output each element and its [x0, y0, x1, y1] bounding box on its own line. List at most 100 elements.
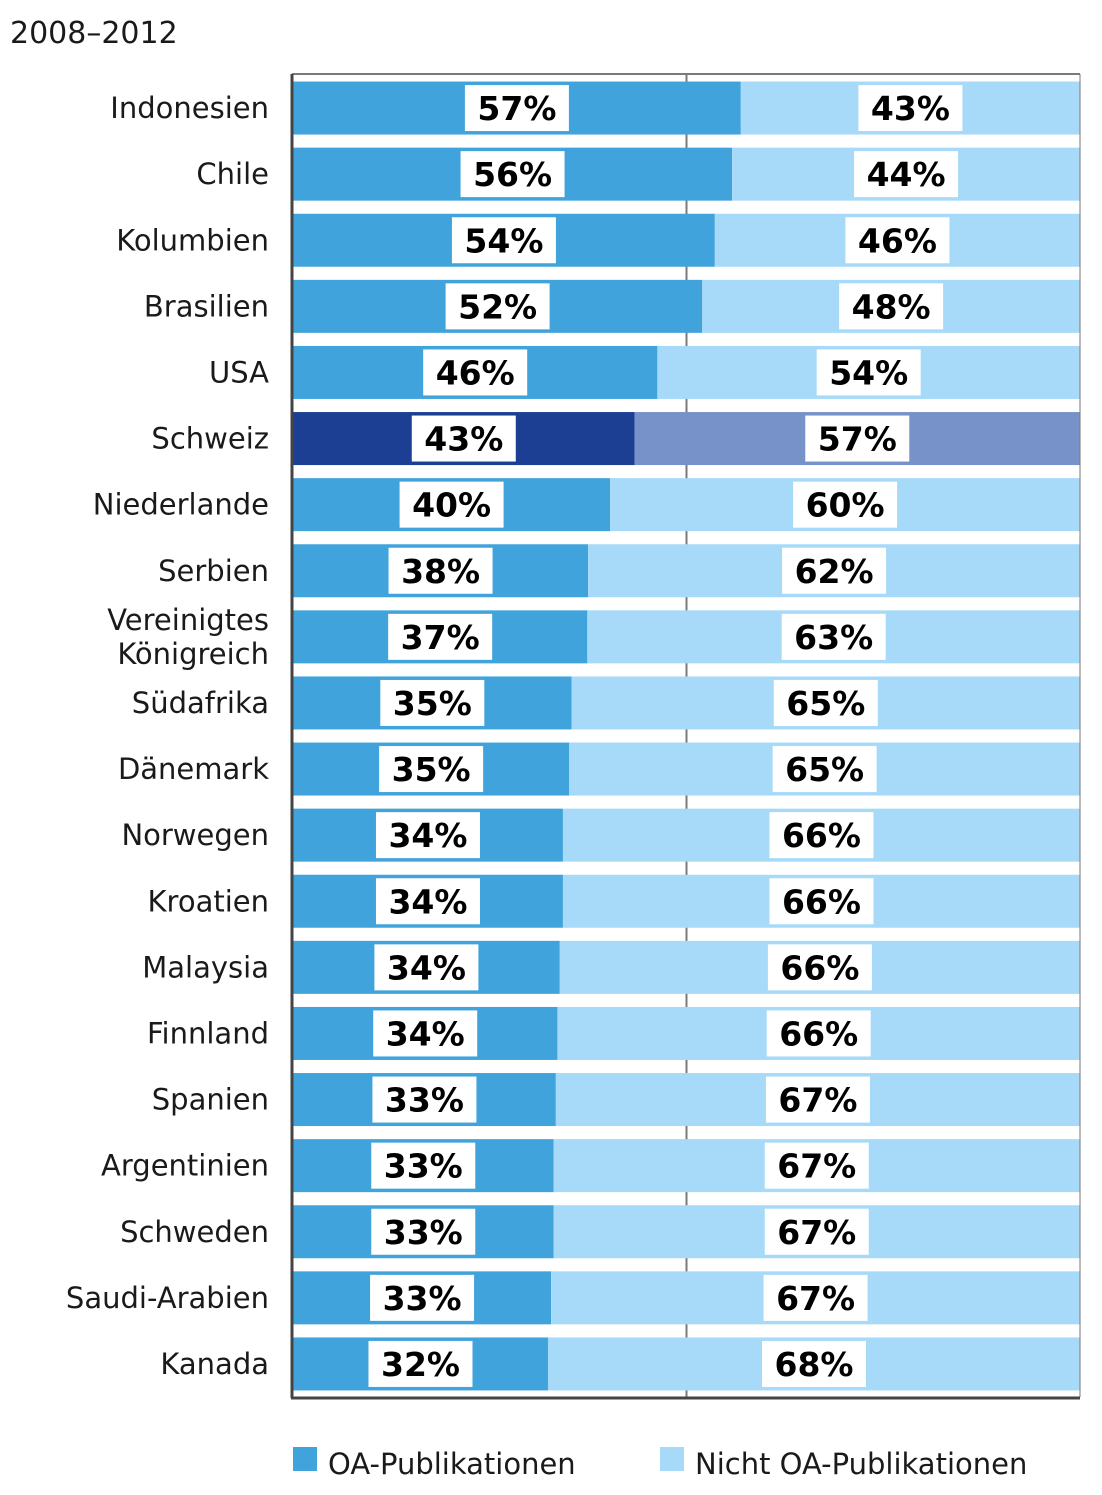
value-label-vereinigtes-koenigreich-0: 37% — [401, 618, 480, 657]
value-box-brasilien-1 — [839, 283, 944, 330]
value-label-spanien-1: 67% — [778, 1081, 857, 1120]
value-label-daenemark-0: 35% — [392, 750, 471, 789]
value-label-indonesien-0: 57% — [477, 89, 556, 128]
value-box-kanada-0 — [368, 1340, 473, 1387]
value-box-suedafrika-0 — [380, 679, 485, 726]
value-label-saudi-arabien-1: 67% — [776, 1279, 855, 1318]
value-box-daenemark-0 — [379, 746, 484, 793]
value-label-schweden-1: 67% — [777, 1213, 856, 1252]
legend: OA-Publikationen Nicht OA-Publikationen — [293, 1447, 1027, 1481]
value-label-chile-1: 44% — [867, 155, 946, 194]
category-label-suedafrika: Südafrika — [132, 686, 269, 720]
category-label-argentinien: Argentinien — [101, 1149, 269, 1183]
category-labels: Indonesien Chile Kolumbien Brasilien USA Schw… — [66, 91, 269, 1381]
value-label-brasilien-0: 52% — [458, 287, 537, 326]
value-label-kolumbien-0: 54% — [464, 221, 543, 260]
category-label-niederlande: Niederlande — [93, 488, 269, 522]
value-label-finnland-0: 34% — [386, 1014, 465, 1053]
legend-label-nicht-oa: Nicht OA-Publikationen — [695, 1447, 1027, 1481]
value-label-suedafrika-0: 35% — [393, 684, 472, 723]
value-label-schweiz-1: 57% — [818, 420, 897, 459]
value-label-brasilien-1: 48% — [852, 287, 931, 326]
value-box-finnland-1 — [766, 1010, 871, 1057]
value-label-norwegen-0: 34% — [388, 816, 467, 855]
category-label-usa: USA — [209, 355, 269, 389]
category-label-kanada: Kanada — [160, 1347, 269, 1381]
value-label-indonesien-1: 43% — [871, 89, 950, 128]
value-label-spanien-0: 33% — [385, 1081, 464, 1120]
value-box-malaysia-0 — [374, 944, 479, 991]
value-label-argentinien-0: 33% — [384, 1147, 463, 1186]
value-box-usa-0 — [423, 349, 528, 396]
value-box-spanien-0 — [372, 1076, 477, 1123]
value-labels: 57% 43% 56% 44% 54% 46% 52% 48% 46% 54% 43% 57% 40% 6… — [368, 85, 963, 1387]
value-box-kolumbien-1 — [845, 217, 950, 264]
value-box-suedafrika-1 — [773, 679, 878, 726]
category-label-daenemark: Dänemark — [118, 752, 269, 786]
category-label-saudi-arabien: Saudi-Arabien — [66, 1281, 269, 1315]
value-label-usa-0: 46% — [436, 353, 515, 392]
value-box-kroatien-0 — [375, 878, 480, 925]
value-box-niederlande-1 — [793, 481, 898, 528]
plot-frame — [290, 73, 1081, 1400]
category-label-schweden: Schweden — [120, 1215, 269, 1249]
value-box-schweden-0 — [371, 1208, 476, 1255]
value-box-serbien-0 — [388, 547, 493, 594]
value-label-niederlande-0: 40% — [412, 486, 491, 525]
value-box-schweiz-0 — [411, 415, 516, 462]
legend-label-oa: OA-Publikationen — [328, 1447, 576, 1481]
category-label-brasilien: Brasilien — [144, 289, 269, 323]
value-label-vereinigtes-koenigreich-1: 63% — [794, 618, 873, 657]
value-label-niederlande-1: 60% — [806, 486, 885, 525]
category-label-kolumbien: Kolumbien — [116, 223, 269, 257]
value-box-indonesien-1 — [858, 85, 963, 132]
category-label-malaysia: Malaysia — [142, 950, 269, 984]
value-label-norwegen-1: 66% — [782, 816, 861, 855]
value-box-kanada-1 — [761, 1340, 866, 1387]
value-label-daenemark-1: 65% — [785, 750, 864, 789]
category-label-finnland: Finnland — [147, 1016, 269, 1050]
value-label-usa-1: 54% — [829, 353, 908, 392]
value-box-kroatien-1 — [769, 878, 874, 925]
value-box-chile-1 — [854, 151, 959, 198]
value-label-saudi-arabien-0: 33% — [383, 1279, 462, 1318]
value-box-saudi-arabien-0 — [370, 1274, 475, 1321]
value-label-kanada-0: 32% — [381, 1345, 460, 1384]
value-label-malaysia-0: 34% — [387, 948, 466, 987]
value-label-kanada-1: 68% — [774, 1345, 853, 1384]
value-label-chile-0: 56% — [473, 155, 552, 194]
value-box-schweiz-1 — [805, 415, 910, 462]
category-label-chile: Chile — [196, 157, 269, 191]
category-label-serbien: Serbien — [158, 554, 269, 588]
value-label-kolumbien-1: 46% — [858, 221, 937, 260]
value-label-suedafrika-1: 65% — [786, 684, 865, 723]
value-box-daenemark-1 — [772, 746, 877, 793]
value-box-brasilien-0 — [445, 283, 550, 330]
value-box-vereinigtes-koenigreich-1 — [781, 613, 886, 660]
value-label-malaysia-1: 66% — [780, 948, 859, 987]
value-box-argentinien-1 — [764, 1142, 869, 1189]
value-box-spanien-1 — [765, 1076, 870, 1123]
value-box-malaysia-1 — [767, 944, 872, 991]
legend-swatch-nicht-oa — [660, 1447, 684, 1471]
category-label-norwegen: Norwegen — [121, 818, 269, 852]
value-label-kroatien-0: 34% — [388, 882, 467, 921]
value-label-argentinien-1: 67% — [777, 1147, 856, 1186]
value-label-schweiz-0: 43% — [424, 420, 503, 459]
value-box-chile-0 — [460, 151, 565, 198]
value-label-schweden-0: 33% — [384, 1213, 463, 1252]
category-label-indonesien: Indonesien — [110, 91, 269, 125]
value-box-saudi-arabien-1 — [763, 1274, 868, 1321]
value-box-norwegen-0 — [375, 812, 480, 859]
category-label-spanien: Spanien — [152, 1083, 269, 1117]
value-box-vereinigtes-koenigreich-0 — [388, 613, 493, 660]
value-box-schweden-1 — [764, 1208, 869, 1255]
value-label-finnland-1: 66% — [779, 1014, 858, 1053]
value-label-serbien-0: 38% — [401, 552, 480, 591]
value-box-niederlande-0 — [399, 481, 504, 528]
value-box-indonesien-0 — [464, 85, 569, 132]
category-label-vereinigtes-koenigreich: Vereinigtes Königreich — [107, 603, 269, 671]
chart-subtitle: 2008–2012 — [10, 16, 178, 51]
value-box-finnland-0 — [373, 1010, 478, 1057]
